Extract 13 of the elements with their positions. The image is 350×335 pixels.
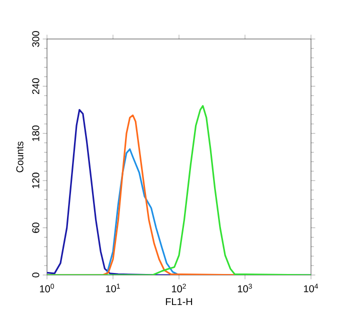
y-tick-label: 120 (32, 172, 40, 188)
y-tick-label: 60 (32, 222, 40, 233)
x-axis-title: FL1-H (166, 298, 192, 306)
x-tick-label: 10$^{4}$ (304, 284, 318, 292)
y-tick-label: 180 (32, 125, 40, 141)
x-tick-label: 10$^{2}$ (172, 284, 186, 292)
x-tick-label: 10$^{3}$ (238, 284, 252, 292)
x-tick-label: 10$^{1}$ (106, 284, 120, 292)
y-tick-label: 240 (32, 78, 40, 94)
x-tick-label: 10$^{0}$ (40, 284, 54, 292)
y-tick-label: 0 (32, 272, 40, 278)
y-tick-label: 300 (32, 31, 40, 47)
y-axis-title: Counts (16, 142, 24, 172)
